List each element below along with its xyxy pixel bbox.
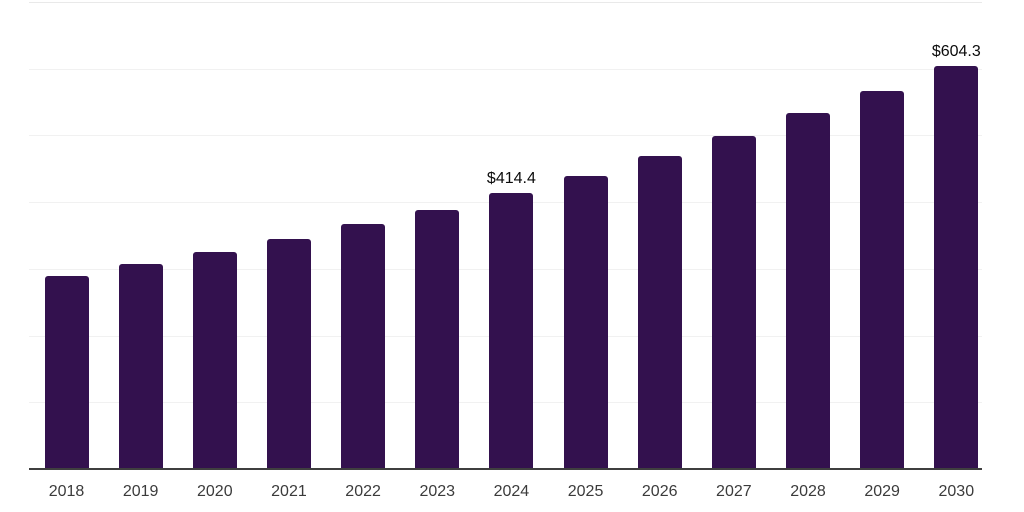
x-tick-2018: 2018	[48, 483, 85, 500]
bar-2024	[489, 192, 534, 469]
bar-2023	[415, 209, 460, 469]
bar-2029	[860, 90, 905, 469]
gridline-600	[29, 68, 982, 70]
bar-2026	[637, 156, 682, 469]
x-tick-2024: 2024	[493, 483, 530, 500]
x-tick-2030: 2030	[938, 483, 975, 500]
bar-2021	[266, 239, 311, 469]
bar-2022	[341, 224, 386, 469]
x-tick-2021: 2021	[271, 483, 307, 500]
x-tick-2025: 2025	[567, 483, 604, 500]
x-tick-2029: 2029	[864, 483, 900, 500]
bar-2020	[192, 252, 237, 469]
bar-2028	[786, 112, 830, 469]
bar-2027	[711, 135, 756, 469]
x-tick-2023: 2023	[419, 483, 456, 500]
x-tick-2027: 2027	[716, 483, 752, 500]
bar-2019	[118, 264, 163, 469]
x-tick-2019: 2019	[122, 483, 159, 500]
x-tick-2028: 2028	[790, 483, 826, 500]
x-tick-2020: 2020	[197, 483, 233, 500]
gridline-700	[29, 2, 982, 3]
bar-2025	[563, 175, 608, 469]
bar-2018	[44, 276, 89, 469]
value-label-2024: $414.4	[486, 169, 536, 187]
x-tick-2022: 2022	[345, 483, 381, 500]
x-axis-line	[29, 468, 982, 470]
value-label-2030: $604.3	[931, 42, 981, 60]
bar-2030	[934, 65, 979, 469]
gridline-500	[29, 135, 982, 137]
x-tick-2026: 2026	[641, 483, 678, 500]
